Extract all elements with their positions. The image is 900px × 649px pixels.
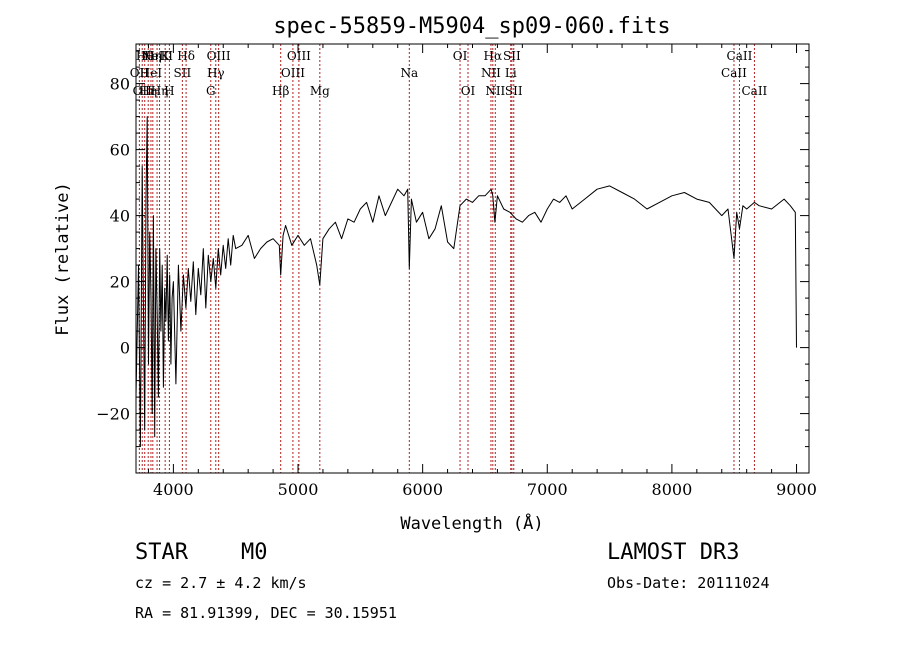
y-tick-label: 20: [110, 273, 130, 292]
line-label: Hη: [139, 84, 157, 98]
survey-name: LAMOST DR3: [607, 540, 740, 565]
object-subclass: M0: [241, 540, 268, 565]
y-axis-label: Flux (relative): [53, 182, 73, 336]
line-label: K: [161, 49, 171, 63]
y-tick-label: 0: [120, 339, 130, 358]
line-label: OIII: [281, 66, 305, 80]
x-tick-label: 8000: [652, 480, 693, 499]
observation-date: Obs-Date: 20111024: [607, 574, 770, 592]
line-label: Hθ: [136, 49, 154, 63]
line-label: CaII: [721, 66, 747, 80]
line-label: OIII: [207, 49, 231, 63]
spectral-line-markers: [138, 44, 755, 473]
line-label: NeIII: [141, 49, 173, 63]
line-label: SII: [505, 84, 523, 98]
line-label: Mg: [310, 84, 330, 98]
line-label: H: [164, 84, 174, 98]
line-label: Hα: [484, 49, 503, 63]
x-axis-label: Wavelength (Å): [400, 512, 543, 534]
y-tick-label: −20: [96, 405, 130, 424]
line-label: OII: [130, 66, 150, 80]
line-label: OII: [133, 84, 153, 98]
line-label: SII: [174, 66, 192, 80]
line-label: CaII: [727, 49, 753, 63]
y-tick-label: 60: [110, 141, 130, 160]
spectral-line-labels: OIIOIIHθHηHeIHηNeIIIHηKHSIIHδGHγOIIIHβOI…: [130, 49, 768, 98]
y-axis-ticks: −20 0 20 40 60 80: [96, 50, 809, 448]
line-label: G: [206, 84, 216, 98]
line-label: NII: [481, 66, 501, 80]
x-tick-label: 9000: [776, 480, 817, 499]
line-label: Hγ: [207, 66, 225, 80]
line-label: Hη: [151, 84, 169, 98]
x-tick-label: 6000: [402, 480, 443, 499]
line-label: Hη: [144, 49, 162, 63]
y-tick-label: 80: [110, 75, 130, 94]
y-tick-label: 40: [110, 207, 130, 226]
chart-title: spec-55859-M5904_sp09-060.fits: [273, 14, 670, 39]
x-tick-label: 4000: [153, 480, 194, 499]
redshift-velocity: cz = 2.7 ± 4.2 km/s: [135, 574, 307, 592]
x-axis-ticks: 4000 5000 6000 7000 8000 9000: [147, 44, 817, 499]
line-label: CaII: [741, 84, 767, 98]
line-label: NII: [485, 84, 505, 98]
line-label: SII: [503, 49, 521, 63]
spectrum-line-0: [135, 116, 797, 448]
line-label: OIII: [287, 49, 311, 63]
object-class: STAR: [135, 540, 188, 565]
coordinates: RA = 81.91399, DEC = 30.15951: [135, 604, 397, 622]
line-label: OI: [453, 49, 468, 63]
x-tick-label: 5000: [278, 480, 319, 499]
line-label: Hβ: [272, 84, 289, 98]
plot-frame: [135, 43, 810, 474]
spectrum-series: [135, 116, 797, 448]
line-label: Li: [505, 66, 517, 80]
line-label: Na: [400, 66, 418, 80]
line-label: HeI: [140, 66, 163, 80]
line-label: OI: [461, 84, 476, 98]
x-tick-label: 7000: [527, 480, 568, 499]
line-label: Hδ: [177, 49, 195, 63]
